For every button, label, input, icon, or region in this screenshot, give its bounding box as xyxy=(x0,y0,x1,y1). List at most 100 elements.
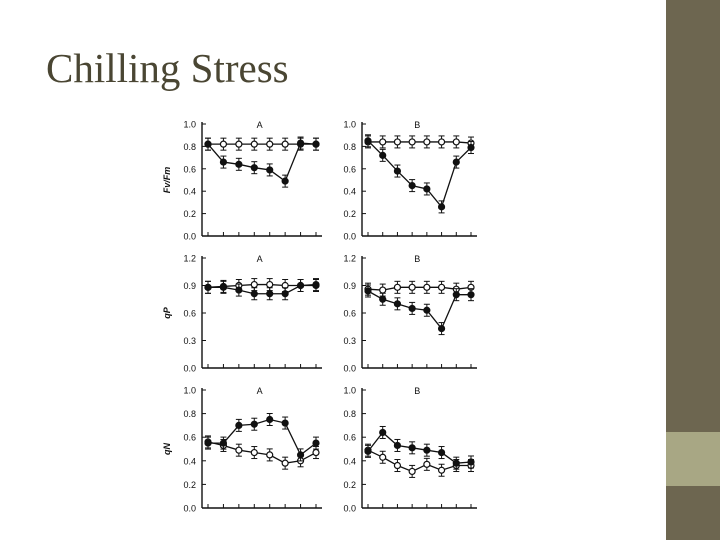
y-tick-label: 0.6 xyxy=(183,309,196,319)
panel-label: B xyxy=(414,386,420,396)
panel-label: B xyxy=(414,254,420,264)
y-tick-label: 0.8 xyxy=(343,142,356,152)
data-point-open xyxy=(437,138,446,146)
series-line-filled xyxy=(367,140,472,209)
data-point-filled xyxy=(312,140,320,148)
data-point-open xyxy=(423,138,431,146)
chart-panel-4: 1.2 0.9 0.6 0.3 0.0 B xyxy=(343,254,477,374)
chart-panel-5: 1.0 0.8 0.6 0.4 0.2 0.0 AqN xyxy=(162,386,322,514)
data-point-filled xyxy=(452,158,460,166)
data-point-open xyxy=(266,451,274,459)
y-tick-label: 0.0 xyxy=(183,364,196,374)
y-tick-label: 0.4 xyxy=(183,456,196,466)
y-axis-label: qN xyxy=(162,443,172,455)
data-point-filled xyxy=(437,324,446,333)
data-point-filled xyxy=(235,421,243,429)
data-point-open xyxy=(393,283,402,291)
y-tick-label: 0.0 xyxy=(183,504,196,514)
data-point-open xyxy=(408,467,416,476)
data-point-filled xyxy=(235,160,243,168)
data-point-filled xyxy=(266,166,274,174)
data-point-filled xyxy=(250,290,258,298)
y-tick-label: 0.4 xyxy=(183,187,196,197)
data-point-open xyxy=(312,448,320,457)
y-tick-label: 0.8 xyxy=(343,409,356,419)
data-point-filled xyxy=(250,164,258,172)
data-point-filled xyxy=(296,451,305,459)
data-point-filled xyxy=(452,459,460,467)
data-point-open xyxy=(408,283,416,291)
data-point-filled xyxy=(393,300,402,308)
data-point-filled xyxy=(423,306,431,314)
y-tick-label: 1.2 xyxy=(343,254,356,264)
data-point-open xyxy=(393,461,402,470)
y-tick-label: 0.8 xyxy=(183,409,196,419)
data-point-open xyxy=(266,280,274,289)
data-point-open xyxy=(379,286,387,294)
y-tick-label: 0.4 xyxy=(343,456,356,466)
y-tick-label: 0.0 xyxy=(343,364,356,374)
chart-panel-3: 1.2 0.9 0.6 0.3 0.0 AqP xyxy=(162,254,322,374)
data-point-filled xyxy=(235,286,243,294)
data-point-open xyxy=(423,283,431,291)
chart-panel-1: 1.0 0.8 0.6 0.4 0.2 0.0 A Fv/Fm xyxy=(162,120,322,242)
chart-figure: 1.0 0.8 0.6 0.4 0.2 0.0 A Fv/Fm 1.0 0.8 0.6 0.4 0.2 0… xyxy=(162,112,520,522)
data-point-filled xyxy=(379,151,387,159)
data-point-filled xyxy=(423,185,431,193)
data-point-open xyxy=(423,460,431,468)
chart-grid: 1.0 0.8 0.6 0.4 0.2 0.0 A Fv/Fm 1.0 0.8 0.6 0.4 0.2 0… xyxy=(162,120,477,514)
data-point-filled xyxy=(467,458,475,466)
y-tick-label: 1.0 xyxy=(343,386,356,396)
data-point-filled xyxy=(219,158,228,166)
data-point-filled xyxy=(393,167,402,175)
data-point-filled xyxy=(437,448,446,457)
data-point-filled xyxy=(408,444,416,452)
data-point-open xyxy=(250,280,258,289)
y-tick-label: 0.2 xyxy=(183,480,196,490)
y-tick-label: 0.6 xyxy=(183,433,196,443)
slide-title: Chilling Stress xyxy=(46,45,289,91)
y-tick-label: 0.8 xyxy=(183,142,196,152)
data-point-filled xyxy=(250,420,258,428)
y-axis-label: Fv/Fm xyxy=(162,167,172,194)
data-point-open xyxy=(281,140,289,148)
chart-panel-2: 1.0 0.8 0.6 0.4 0.2 0.0 B xyxy=(343,120,477,242)
panel-label: A xyxy=(257,254,263,264)
data-point-open xyxy=(235,140,243,148)
y-tick-label: 0.9 xyxy=(343,281,356,291)
data-point-filled xyxy=(312,281,320,290)
sidebar-accent-block xyxy=(666,432,720,486)
data-point-filled xyxy=(408,304,416,313)
y-tick-label: 0.6 xyxy=(343,433,356,443)
y-tick-label: 0.0 xyxy=(343,504,356,514)
data-point-filled xyxy=(364,137,372,145)
y-tick-label: 0.2 xyxy=(183,209,196,219)
y-tick-label: 1.2 xyxy=(183,254,196,264)
panel-label: B xyxy=(414,120,420,130)
data-point-open xyxy=(250,140,258,148)
data-point-filled xyxy=(296,139,305,147)
data-point-filled xyxy=(204,439,212,447)
data-point-open xyxy=(452,138,460,146)
data-point-filled xyxy=(437,203,446,211)
y-tick-label: 1.0 xyxy=(183,120,196,130)
data-point-filled xyxy=(312,439,320,447)
data-point-open xyxy=(379,138,387,146)
data-point-open xyxy=(393,138,402,146)
data-point-filled xyxy=(281,290,289,298)
data-point-open xyxy=(219,140,228,148)
data-point-filled xyxy=(266,290,274,298)
y-tick-label: 0.2 xyxy=(343,480,356,490)
data-point-filled xyxy=(204,140,212,148)
y-tick-label: 0.3 xyxy=(343,336,356,346)
y-tick-label: 0.9 xyxy=(183,281,196,291)
y-tick-label: 1.0 xyxy=(183,386,196,396)
data-point-filled xyxy=(364,447,372,455)
y-tick-label: 0.0 xyxy=(343,232,356,242)
data-point-filled xyxy=(266,415,274,424)
data-point-filled xyxy=(379,428,387,437)
data-point-filled xyxy=(379,295,387,303)
data-point-open xyxy=(281,459,289,467)
y-tick-label: 0.2 xyxy=(343,209,356,219)
series-line-filled xyxy=(208,418,317,456)
